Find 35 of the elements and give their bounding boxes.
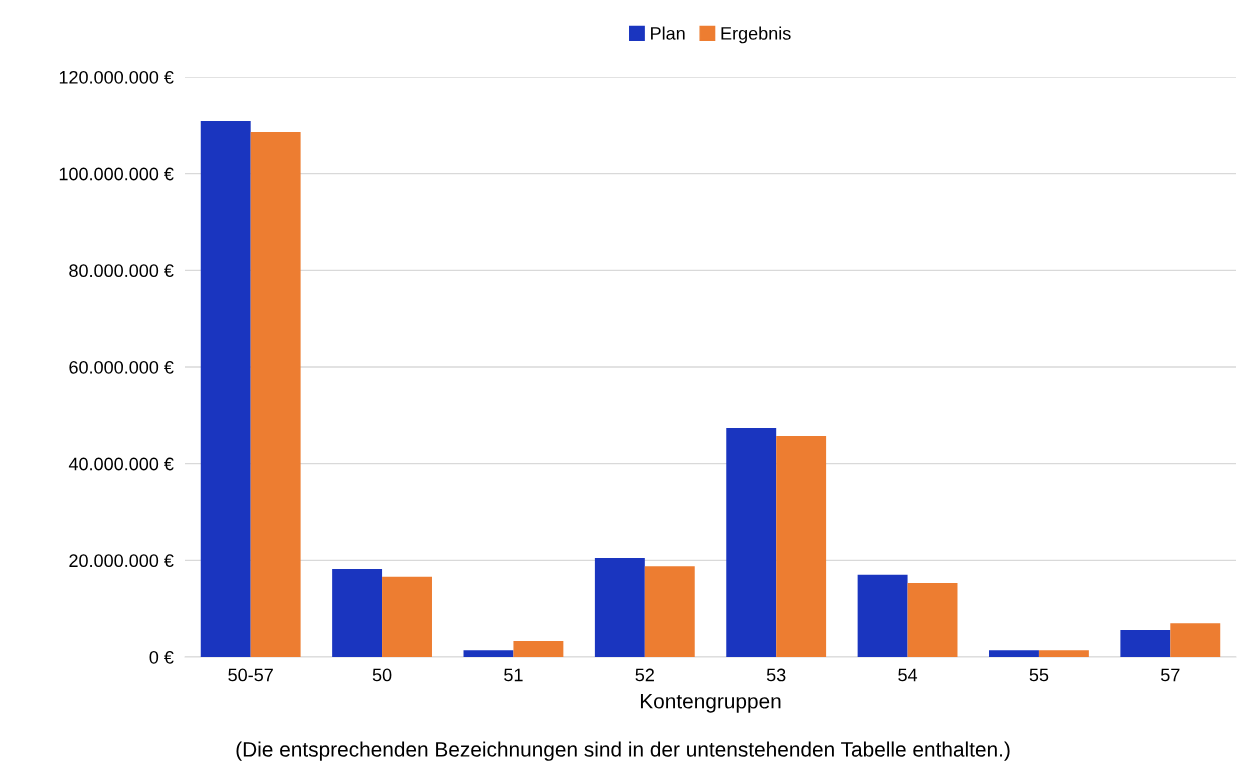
y-tick-label: 100.000.000 € (59, 167, 174, 181)
bar (250, 132, 301, 657)
y-tick-label: 60.000.000 € (69, 360, 174, 374)
bar (513, 641, 564, 657)
bar (463, 650, 514, 657)
legend-label: Plan (651, 26, 685, 40)
bar (1038, 650, 1089, 657)
x-tick-label: 52 (635, 668, 654, 682)
y-tick-label: 20.000.000 € (69, 554, 174, 568)
x-tick-label: 50 (372, 668, 392, 682)
bar (332, 569, 383, 657)
x-tick-label: 53 (766, 668, 786, 682)
bar (1120, 629, 1171, 657)
x-tick-label: 50-57 (228, 668, 273, 682)
bar (644, 566, 695, 657)
x-tick-label: 57 (1160, 668, 1180, 682)
bar (989, 650, 1039, 657)
bar (907, 583, 958, 657)
y-tick-label: 120.000.000 € (59, 70, 174, 84)
y-tick-label: 40.000.000 € (68, 457, 174, 471)
bar (1170, 623, 1221, 657)
bar (726, 427, 777, 657)
bar (200, 120, 251, 657)
x-axis-title: Kontengruppen (640, 694, 781, 713)
x-tick-label: 54 (898, 668, 918, 682)
text: (Die entsprechenden Bezeichnungen sind in der untenstehenden Tabelle enthalten.) (236, 741, 1010, 761)
bar (857, 574, 908, 657)
legend-label: Ergebnis (721, 26, 791, 44)
y-tick-label: 0 € (149, 650, 174, 664)
bar (594, 557, 645, 657)
x-tick-label: 55 (1029, 668, 1049, 682)
bar (776, 436, 827, 657)
bar (382, 576, 432, 657)
y-tick-label: 80.000.000 € (69, 264, 174, 278)
x-tick-label: 51 (504, 668, 523, 682)
